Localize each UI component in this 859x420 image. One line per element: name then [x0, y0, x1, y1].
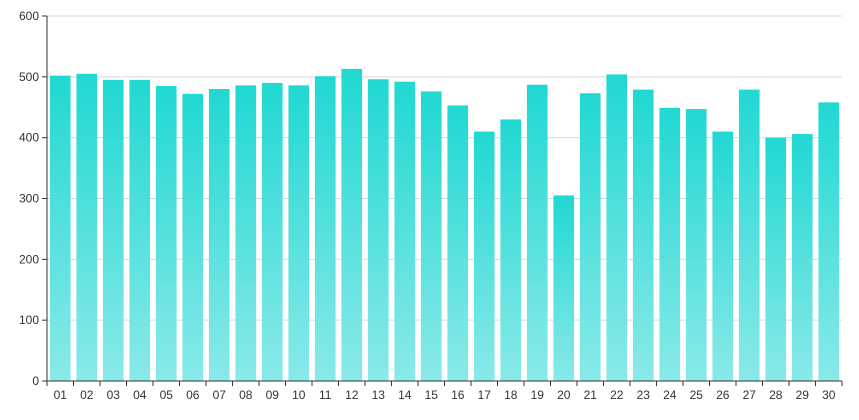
bar-13: [367, 79, 389, 382]
bar-15: [420, 91, 442, 381]
y-tick-label: 400: [19, 131, 39, 145]
bar-10: [288, 85, 310, 381]
y-tick-label: 500: [19, 70, 39, 84]
x-tick-label: 03: [107, 388, 121, 402]
bar-23: [632, 89, 654, 381]
x-tick-label: 18: [504, 388, 518, 402]
x-tick-label: 28: [769, 388, 783, 402]
bar-03: [102, 79, 124, 381]
x-axis-tick-labels: 01 02 03 04 05 06 07 08 09 10 11 12 13 14 15 16 17 18 19 20…: [46, 381, 843, 402]
x-tick-label: 07: [213, 388, 227, 402]
x-tick-label: 16: [451, 388, 465, 402]
y-tick-label: 600: [19, 9, 39, 23]
x-tick-label: 02: [80, 388, 94, 402]
bar-01: [49, 75, 71, 381]
bars: [49, 68, 840, 382]
x-tick-label: 25: [690, 388, 704, 402]
x-tick-label: 11: [319, 388, 332, 402]
bar-27: [738, 89, 760, 381]
x-tick-label: 27: [743, 388, 757, 402]
gridlines: [42, 15, 842, 382]
x-tick-label: 09: [266, 388, 280, 402]
bar-08: [235, 85, 257, 381]
bar-25: [685, 109, 707, 381]
x-tick-label: 14: [398, 388, 412, 402]
bar-30: [818, 102, 840, 381]
x-tick-label: 05: [160, 388, 174, 402]
bar-16: [447, 105, 469, 382]
bar-02: [76, 73, 98, 382]
bar-11: [314, 76, 336, 381]
y-tick-label: 100: [19, 313, 39, 327]
x-tick-label: 01: [54, 388, 68, 402]
x-tick-label: 23: [637, 388, 651, 402]
bar-21: [579, 93, 601, 381]
x-tick-label: 20: [557, 388, 571, 402]
bar-29: [791, 134, 813, 381]
bar-17: [473, 131, 495, 381]
bar-18: [500, 119, 522, 382]
bar-07: [208, 89, 230, 381]
x-tick-label: 29: [796, 388, 810, 402]
x-tick-label: 10: [292, 388, 306, 402]
x-tick-label: 06: [186, 388, 200, 402]
x-tick-label: 04: [133, 388, 147, 402]
x-tick-label: 19: [531, 388, 545, 402]
x-tick-label: 17: [478, 388, 492, 402]
bar-14: [394, 81, 416, 381]
x-tick-label: 13: [372, 388, 386, 402]
bar-19: [526, 84, 548, 381]
y-tick-label: 300: [19, 192, 39, 206]
y-tick-label: 200: [19, 252, 39, 266]
x-tick-label: 12: [345, 388, 359, 402]
x-tick-label: 22: [610, 388, 624, 402]
bar-04: [129, 79, 151, 381]
bar-20: [553, 195, 575, 381]
x-tick-label: 15: [425, 388, 439, 402]
bar-28: [765, 137, 787, 381]
y-tick-label: 0: [32, 374, 39, 388]
bar-12: [341, 68, 363, 382]
bar-24: [659, 107, 681, 381]
x-tick-label: 21: [584, 388, 598, 402]
x-tick-label: 24: [663, 388, 677, 402]
bar-26: [712, 131, 734, 381]
bar-22: [606, 74, 628, 382]
x-tick-label: 30: [822, 388, 836, 402]
bar-06: [182, 93, 204, 381]
x-tick-label: 08: [239, 388, 253, 402]
bar-05: [155, 85, 177, 381]
bar-09: [261, 82, 283, 382]
x-tick-label: 26: [716, 388, 730, 402]
y-axis-tick-labels: 0 100 200 300 400 500 600: [19, 9, 39, 388]
